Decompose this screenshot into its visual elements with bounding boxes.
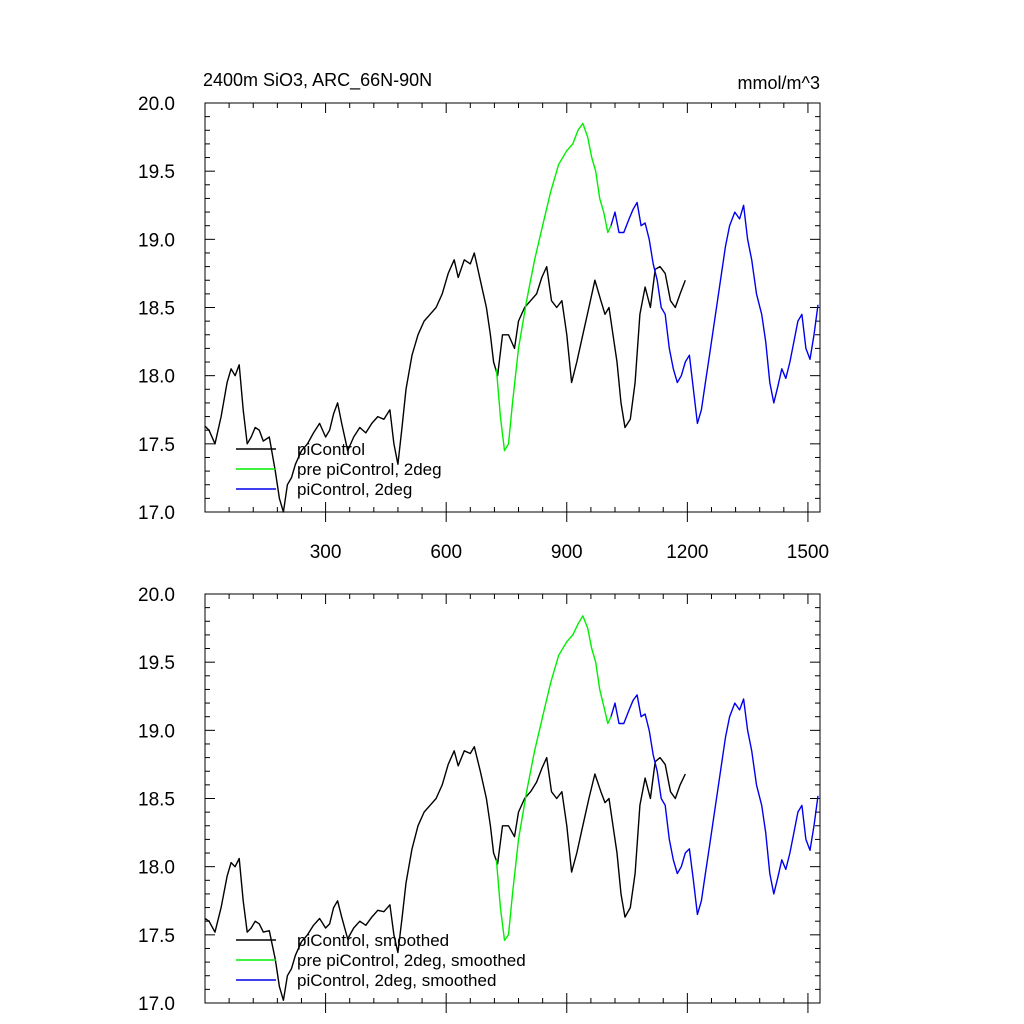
y-tick-label: 20.0 [138,94,175,115]
legend-label: piControl, smoothed [297,931,449,950]
series-line [610,694,819,916]
series-line [495,122,612,452]
x-tick-label: 300 [310,542,342,563]
x-tick-label: 600 [430,542,462,563]
legend-label: pre piControl, 2deg, smoothed [297,951,526,970]
legend-label: piControl, 2deg [297,480,412,499]
bottom-panel: 17.0 17.5 18.0 18.5 19.0 19.5 20.0 piControl, s… [138,585,821,1015]
legend-label: piControl, 2deg, smoothed [297,971,496,990]
chart-title: 2400m SiO3, ARC_66N-90N [203,70,432,91]
legend-label: piControl [297,440,365,459]
y-tick-label: 17.0 [138,994,175,1015]
y-tick-label: 18.0 [138,858,175,879]
y-tick-label: 17.0 [138,503,175,524]
y-tick-label: 19.5 [138,162,175,183]
legend-label: pre piControl, 2deg [297,460,442,479]
series-line [204,746,686,1001]
series-line [495,615,612,941]
y-tick-label: 18.5 [138,790,175,811]
y-tick-label: 18.0 [138,367,175,388]
x-tick-label: 900 [551,542,583,563]
y-tick-label: 17.5 [138,926,175,947]
y-tick-label: 17.5 [138,435,175,456]
chart-units: mmol/m^3 [738,73,820,93]
y-tick-label: 20.0 [138,585,175,606]
y-tick-label: 19.0 [138,230,175,251]
y-tick-label: 18.5 [138,299,175,320]
series-line [610,201,819,425]
x-tick-label: 1200 [666,542,708,563]
top-panel: 17.0 17.5 18.0 18.5 19.0 19.5 20.0 300 600 900 120… [138,94,829,563]
x-tick-label: 1500 [787,542,829,563]
series-line [204,252,686,513]
y-tick-label: 19.5 [138,653,175,674]
y-tick-label: 19.0 [138,721,175,742]
